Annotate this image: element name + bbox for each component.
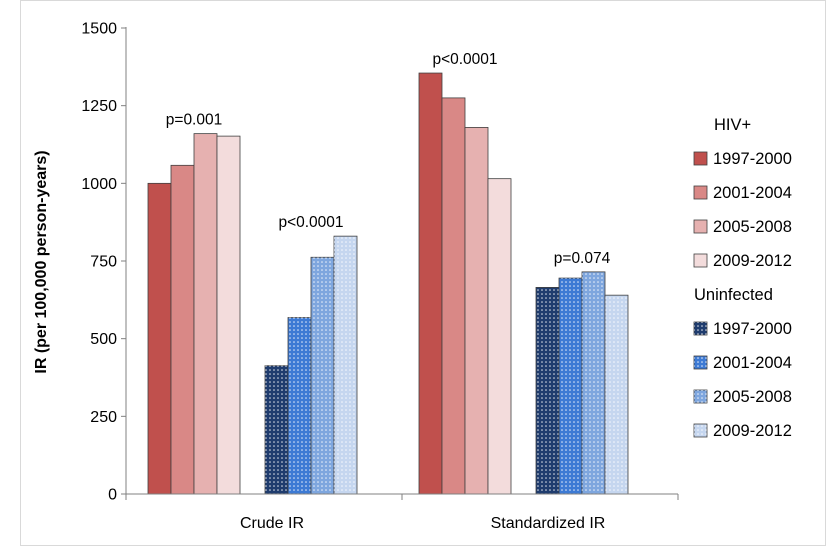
legend-swatch: [693, 219, 708, 234]
y-tick-label: 250: [90, 409, 117, 426]
bar-standardized-ir-hiv-2001-2004: [441, 97, 466, 495]
bar-crude-ir-hiv-1997-2000: [147, 182, 172, 495]
legend-entry-label: 2005-2008: [713, 388, 792, 406]
bar-crude-ir-uninfected-2001-2004-pattern: [288, 317, 311, 494]
legend-entry-label: 1997-2000: [713, 320, 792, 338]
legend-entry-label: 2005-2008: [713, 218, 792, 236]
y-tick-label: 1000: [81, 176, 117, 193]
p-value-annotation: p=0.001: [166, 112, 222, 129]
bar-standardized-ir-uninfected-2001-2004-pattern: [559, 278, 582, 494]
legend-entry-label: 2001-2004: [713, 184, 792, 202]
y-tick-label: 1500: [81, 21, 117, 38]
y-tick-label: 1250: [81, 98, 117, 115]
p-value-annotation: p<0.0001: [278, 214, 343, 231]
p-value-annotation: p=0.074: [554, 250, 611, 267]
legend-group-title: Uninfected: [694, 286, 773, 304]
legend-swatch-pattern: [694, 356, 707, 369]
bar-crude-ir-uninfected-2009-2012-pattern: [334, 236, 357, 494]
legend-swatch: [693, 151, 708, 166]
legend-swatch-pattern: [694, 390, 707, 403]
legend-entry-label: 2009-2012: [713, 422, 792, 440]
legend-group-title: HIV+: [714, 116, 751, 134]
legend-swatch: [693, 253, 708, 268]
bar-crude-ir-hiv-2009-2012: [216, 135, 241, 495]
annotations-layer: p=0.001 p<0.0001 p<0.0001 p=0.074: [166, 51, 611, 267]
bars-layer: [147, 72, 629, 495]
legend-swatch: [693, 185, 708, 200]
legend-entry-label: 2001-2004: [713, 354, 792, 372]
bar-standardized-ir-uninfected-2005-2008-pattern: [582, 271, 605, 494]
legend-entry-label: 1997-2000: [713, 150, 792, 168]
bar-standardized-ir-uninfected-2009-2012-pattern: [605, 295, 628, 494]
bar-standardized-ir-hiv-1997-2000: [418, 72, 443, 495]
legend-swatch-pattern: [694, 424, 707, 437]
bar-standardized-ir-hiv-2009-2012: [487, 178, 512, 495]
legend-swatch-pattern: [694, 322, 707, 335]
bar-crude-ir-hiv-2005-2008: [193, 133, 218, 495]
bar-standardized-ir-hiv-2005-2008: [464, 127, 489, 495]
bar-crude-ir-uninfected-2005-2008-pattern: [311, 257, 334, 494]
bar-crude-ir-uninfected-1997-2000-pattern: [265, 365, 288, 494]
bar-crude-ir-hiv-2001-2004: [170, 164, 195, 495]
axes-layer: 0 250 500 750 1000 1250 1500 Crude IR Standardiz…: [81, 21, 679, 532]
x-tick-label: Standardized IR: [491, 515, 606, 532]
legend-entry-label: 2009-2012: [713, 252, 792, 270]
y-axis-label: IR (per 100,000 person-years): [33, 150, 50, 373]
bar-standardized-ir-uninfected-1997-2000-pattern: [536, 287, 559, 494]
p-value-annotation: p<0.0001: [432, 51, 497, 68]
legend: HIV+ 1997-2000 2001-2004 2005-2008 2009-2012…: [693, 116, 792, 440]
y-tick-label: 500: [90, 331, 117, 348]
y-tick-label: 750: [90, 254, 117, 271]
y-tick-label: 0: [108, 487, 117, 504]
x-tick-label: Crude IR: [240, 515, 304, 532]
